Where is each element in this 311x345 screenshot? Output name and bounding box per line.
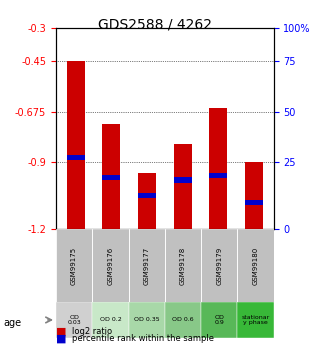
FancyBboxPatch shape <box>128 229 165 302</box>
Text: ■: ■ <box>56 326 67 336</box>
Bar <box>174 177 192 183</box>
Bar <box>174 144 192 229</box>
Bar <box>138 173 156 229</box>
Text: OD
0.03: OD 0.03 <box>67 315 81 325</box>
Bar <box>245 162 263 229</box>
Text: GSM99175: GSM99175 <box>71 246 77 285</box>
Bar <box>67 155 85 160</box>
FancyBboxPatch shape <box>128 302 165 338</box>
FancyBboxPatch shape <box>237 302 274 338</box>
Bar <box>67 61 85 229</box>
Text: OD 0.2: OD 0.2 <box>100 317 121 323</box>
FancyBboxPatch shape <box>56 229 92 302</box>
Text: log2 ratio: log2 ratio <box>72 327 112 336</box>
Text: GSM99176: GSM99176 <box>107 246 114 285</box>
Bar <box>245 199 263 205</box>
FancyBboxPatch shape <box>201 302 237 338</box>
Bar <box>138 193 156 198</box>
Text: OD 0.35: OD 0.35 <box>134 317 160 323</box>
Text: ■: ■ <box>56 333 67 343</box>
Bar <box>102 175 120 180</box>
Text: GSM99178: GSM99178 <box>180 246 186 285</box>
Bar <box>209 172 227 178</box>
Bar <box>102 124 120 229</box>
Bar <box>209 108 227 229</box>
Text: OD 0.6: OD 0.6 <box>172 317 194 323</box>
FancyBboxPatch shape <box>237 229 274 302</box>
Text: GSM99179: GSM99179 <box>216 246 222 285</box>
Text: stationar
y phase: stationar y phase <box>241 315 270 325</box>
Text: OD
0.9: OD 0.9 <box>214 315 224 325</box>
FancyBboxPatch shape <box>92 229 128 302</box>
FancyBboxPatch shape <box>165 229 201 302</box>
FancyBboxPatch shape <box>92 302 128 338</box>
FancyBboxPatch shape <box>56 302 92 338</box>
Text: GSM99180: GSM99180 <box>253 246 258 285</box>
FancyBboxPatch shape <box>165 302 201 338</box>
Text: percentile rank within the sample: percentile rank within the sample <box>72 334 214 343</box>
FancyBboxPatch shape <box>201 229 237 302</box>
Text: GDS2588 / 4262: GDS2588 / 4262 <box>99 17 212 31</box>
Text: GSM99177: GSM99177 <box>144 246 150 285</box>
Text: age: age <box>3 318 21 327</box>
